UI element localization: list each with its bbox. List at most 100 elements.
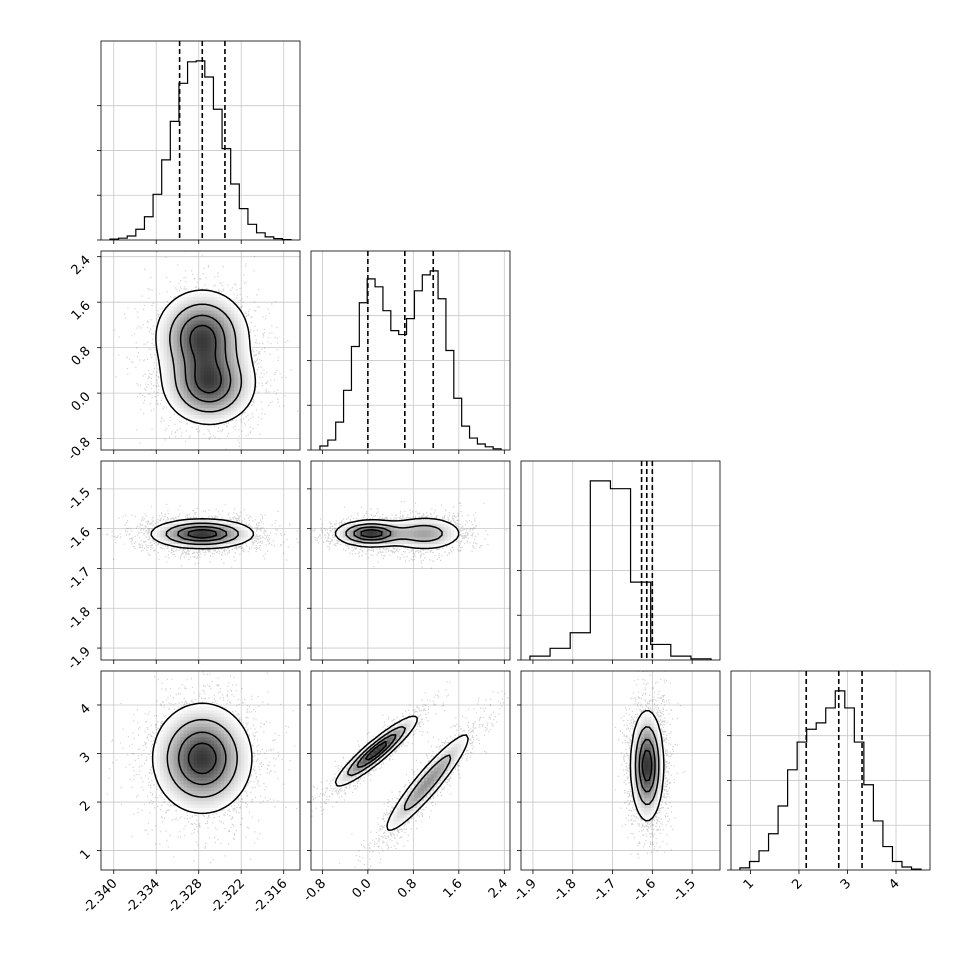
density-cell <box>240 536 245 541</box>
density-cell <box>227 340 232 345</box>
density-cell <box>166 760 171 765</box>
density-cell <box>203 326 208 331</box>
density-cell <box>397 726 401 731</box>
density-cell <box>644 760 648 765</box>
density-cell <box>390 520 395 524</box>
density-cell <box>234 753 238 758</box>
density-cell <box>220 357 225 362</box>
density-cell <box>237 360 242 365</box>
density-cell <box>173 770 178 775</box>
density-cell <box>210 730 215 734</box>
density-cell <box>210 367 215 372</box>
density-cell <box>217 750 222 755</box>
density-cell <box>190 713 195 717</box>
density-cell <box>240 316 245 321</box>
density-cell <box>430 526 435 531</box>
density-cell <box>637 743 642 748</box>
density-cell <box>183 337 188 341</box>
density-cell <box>427 530 432 534</box>
density-cell <box>180 353 185 358</box>
density-cell <box>200 740 205 744</box>
density-cell <box>166 726 171 731</box>
density-cell <box>336 533 341 538</box>
density-cell <box>203 417 208 422</box>
density-cell <box>240 740 245 744</box>
density-cell <box>176 333 181 338</box>
density-cell <box>437 770 442 775</box>
density-cell <box>227 790 232 795</box>
density-cell <box>234 757 238 761</box>
density-cell <box>156 343 161 348</box>
density-cell <box>210 357 215 362</box>
density-cell <box>346 767 351 771</box>
density-cell <box>240 530 245 534</box>
density-cell <box>227 397 232 402</box>
density-cell <box>247 767 252 771</box>
density-cell <box>637 780 642 785</box>
density-cell <box>654 719 658 724</box>
density-cell <box>193 716 198 721</box>
density-cell <box>166 773 171 778</box>
density-cell <box>224 730 228 734</box>
density-cell <box>213 404 218 409</box>
density-cell <box>430 770 435 775</box>
density-cell <box>207 384 212 388</box>
density-cell <box>197 370 201 375</box>
histogram-step <box>109 60 292 241</box>
density-cell <box>183 794 188 798</box>
density-cell <box>240 770 245 775</box>
density-cell <box>210 706 215 711</box>
density-cell <box>187 743 191 748</box>
density-cell <box>423 540 428 545</box>
density-cell <box>227 713 232 717</box>
density-cell <box>180 320 185 324</box>
density-cell <box>173 794 178 798</box>
density-cell <box>227 760 232 765</box>
density-cell <box>183 320 188 324</box>
density-cell <box>227 347 232 351</box>
density-cell <box>370 536 374 541</box>
density-cell <box>220 363 225 368</box>
density-cell <box>163 333 168 338</box>
density-cell <box>156 340 161 345</box>
density-cell <box>220 380 225 385</box>
density-cell <box>197 750 201 755</box>
density-cell <box>220 536 225 541</box>
density-cell <box>437 760 442 765</box>
x-tick-label: -2.340 <box>80 876 120 916</box>
density-cell <box>173 719 178 724</box>
x-tick-label: -0.8 <box>301 876 330 905</box>
density-cell <box>346 777 351 782</box>
density-cell <box>200 743 205 748</box>
density-cell <box>444 773 448 778</box>
density-cell <box>370 543 374 548</box>
density-cell <box>166 530 171 534</box>
density-cell <box>244 347 249 351</box>
density-cell <box>210 740 215 744</box>
density-cell <box>437 520 442 524</box>
density-cell <box>193 753 198 758</box>
density-cell <box>210 411 215 415</box>
density-cell <box>444 753 448 758</box>
density-cell <box>230 397 235 402</box>
density-cell <box>183 719 188 724</box>
density-cell <box>420 540 425 545</box>
density-cell <box>244 367 249 372</box>
density-cell <box>160 780 164 785</box>
density-cell <box>400 817 405 822</box>
density-cell <box>190 770 195 775</box>
density-cell <box>190 343 195 348</box>
density-cell <box>234 536 238 541</box>
density-cell <box>197 736 201 741</box>
density-cell <box>160 750 164 755</box>
density-cell <box>203 523 208 528</box>
density-cell <box>413 543 418 548</box>
density-cell <box>376 523 381 528</box>
density-cell <box>207 380 212 385</box>
density-cell <box>187 377 191 382</box>
density-cell <box>434 540 438 545</box>
density-cell <box>170 397 174 402</box>
density-cell <box>450 536 455 541</box>
density-cell <box>170 750 174 755</box>
density-cell <box>187 384 191 388</box>
